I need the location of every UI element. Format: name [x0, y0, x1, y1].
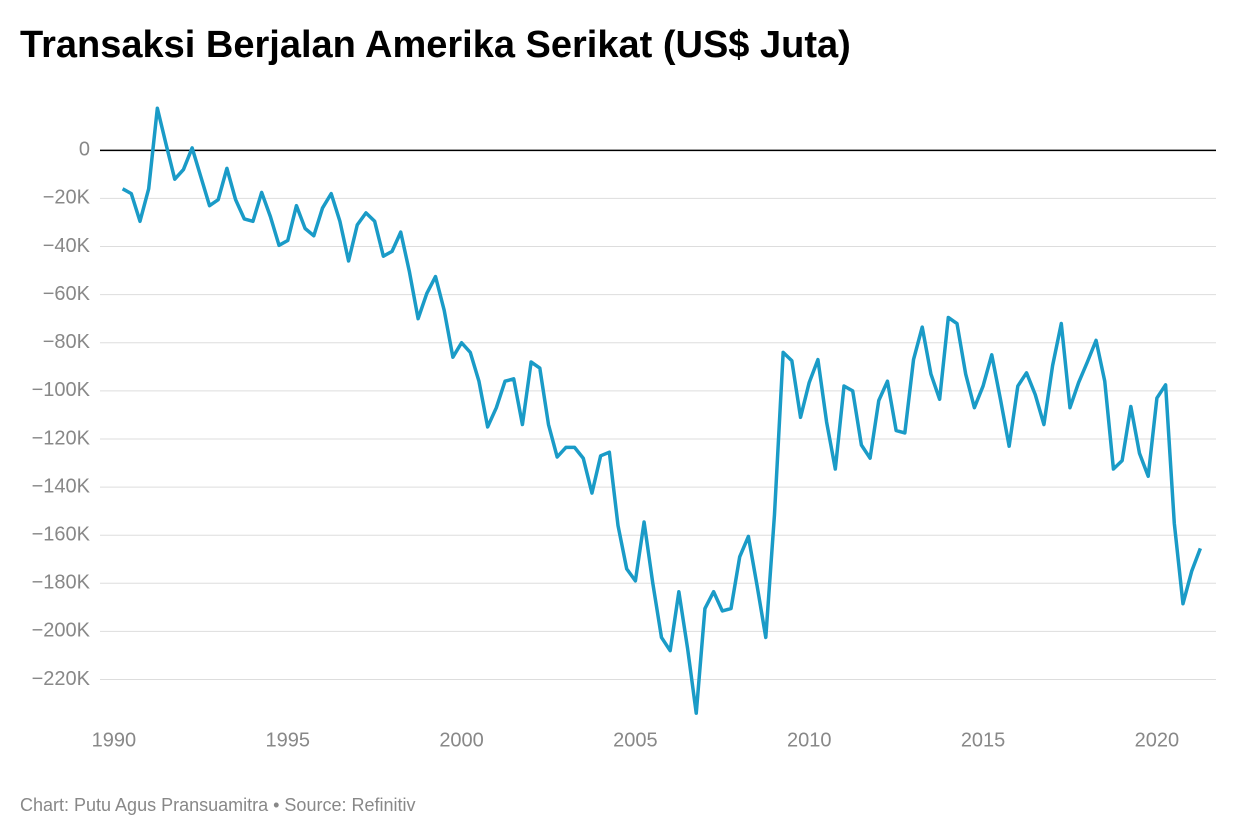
- y-tick-label: −20K: [43, 187, 91, 209]
- y-tick-label: 0: [79, 139, 90, 161]
- x-tick-label: 1990: [92, 729, 137, 751]
- y-tick-label: −180K: [32, 572, 91, 594]
- y-tick-label: −40K: [43, 235, 91, 257]
- y-tick-label: −160K: [32, 523, 91, 545]
- y-tick-label: −80K: [43, 331, 91, 353]
- x-tick-label: 2015: [961, 729, 1006, 751]
- x-tick-label: 2020: [1135, 729, 1180, 751]
- y-tick-label: −140K: [32, 475, 91, 497]
- x-tick-label: 2000: [439, 729, 484, 751]
- y-tick-label: −120K: [32, 427, 91, 449]
- y-tick-label: −200K: [32, 620, 91, 642]
- x-tick-label: 1995: [265, 729, 310, 751]
- x-tick-label: 2010: [787, 729, 832, 751]
- y-tick-label: −100K: [32, 379, 91, 401]
- x-tick-label: 2005: [613, 729, 658, 751]
- data-line: [121, 106, 1202, 715]
- y-tick-label: −220K: [32, 668, 91, 690]
- y-tick-label: −60K: [43, 283, 91, 305]
- chart-title: Transaksi Berjalan Amerika Serikat (US$ …: [20, 24, 851, 66]
- chart-source: Chart: Putu Agus Pransuamitra • Source: …: [20, 795, 415, 815]
